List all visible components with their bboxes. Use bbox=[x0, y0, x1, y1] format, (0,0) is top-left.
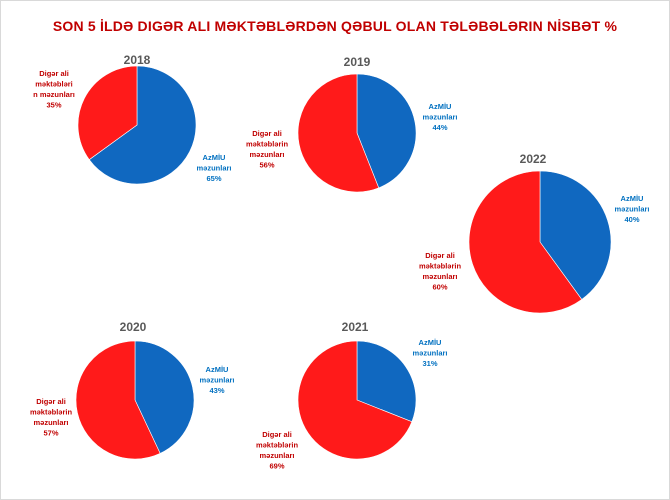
pie-slice-other bbox=[468, 170, 583, 314]
pie-slice-azmiu bbox=[134, 340, 195, 454]
chart-title: 2018 bbox=[124, 53, 151, 67]
pie-slice-other bbox=[75, 340, 161, 460]
data-label-other: Digər ali məktəblərin məzunları 56% bbox=[246, 129, 289, 170]
pie-slice-azmiu bbox=[356, 73, 417, 189]
pie-chart-2022: 2022 AzMİU məzunları 40% Digər ali məktəbləri… bbox=[419, 152, 650, 314]
pie-chart-2019: 2019 AzMİU məzunları 44% Digər ali məktəbləri… bbox=[246, 55, 458, 193]
page-title: SON 5 İLDƏ DIGƏR ALI MƏKTƏBLƏRDƏN QƏBUL … bbox=[52, 18, 618, 34]
data-label-other: Digər ali məktəblərin məzunları 60% bbox=[419, 251, 462, 292]
pie-slice-azmiu bbox=[88, 65, 197, 185]
chart-title: 2020 bbox=[120, 320, 147, 334]
chart-title: 2022 bbox=[520, 152, 547, 166]
pie-slice-other bbox=[297, 73, 380, 193]
data-label-other: Digər ali məktəbləri n məzunları 35% bbox=[33, 69, 75, 110]
data-label-azmiu: AzMİU məzunları 44% bbox=[422, 102, 457, 132]
data-label-azmiu: AzMİU məzunları 31% bbox=[412, 338, 447, 368]
chart-title: 2019 bbox=[344, 55, 371, 69]
pie-slice-azmiu bbox=[539, 170, 612, 300]
data-label-azmiu: AzMİU məzunları 65% bbox=[196, 153, 231, 183]
pie-slice-other bbox=[297, 340, 413, 460]
pie-slice-azmiu bbox=[356, 340, 417, 423]
pie-chart-2021: 2021 AzMİU məzunları 31% Digər ali məktəbləri… bbox=[256, 320, 448, 471]
pie-slice-other bbox=[77, 65, 138, 161]
pie-chart-2020: 2020 AzMİU məzunları 43% Digər ali məktəbləri… bbox=[30, 320, 235, 460]
data-label-other: Digər ali məktəblərin məzunları 69% bbox=[256, 430, 299, 471]
chart-title: 2021 bbox=[342, 320, 369, 334]
data-label-azmiu: AzMİU məzunları 43% bbox=[199, 365, 234, 395]
data-label-azmiu: AzMİU məzunları 40% bbox=[614, 194, 649, 224]
pie-chart-2018: 2018 AzMİU məzunları 65% Digər ali məktəbləri… bbox=[33, 53, 232, 185]
data-label-other: Digər ali məktəblərin məzunları 57% bbox=[30, 397, 73, 438]
